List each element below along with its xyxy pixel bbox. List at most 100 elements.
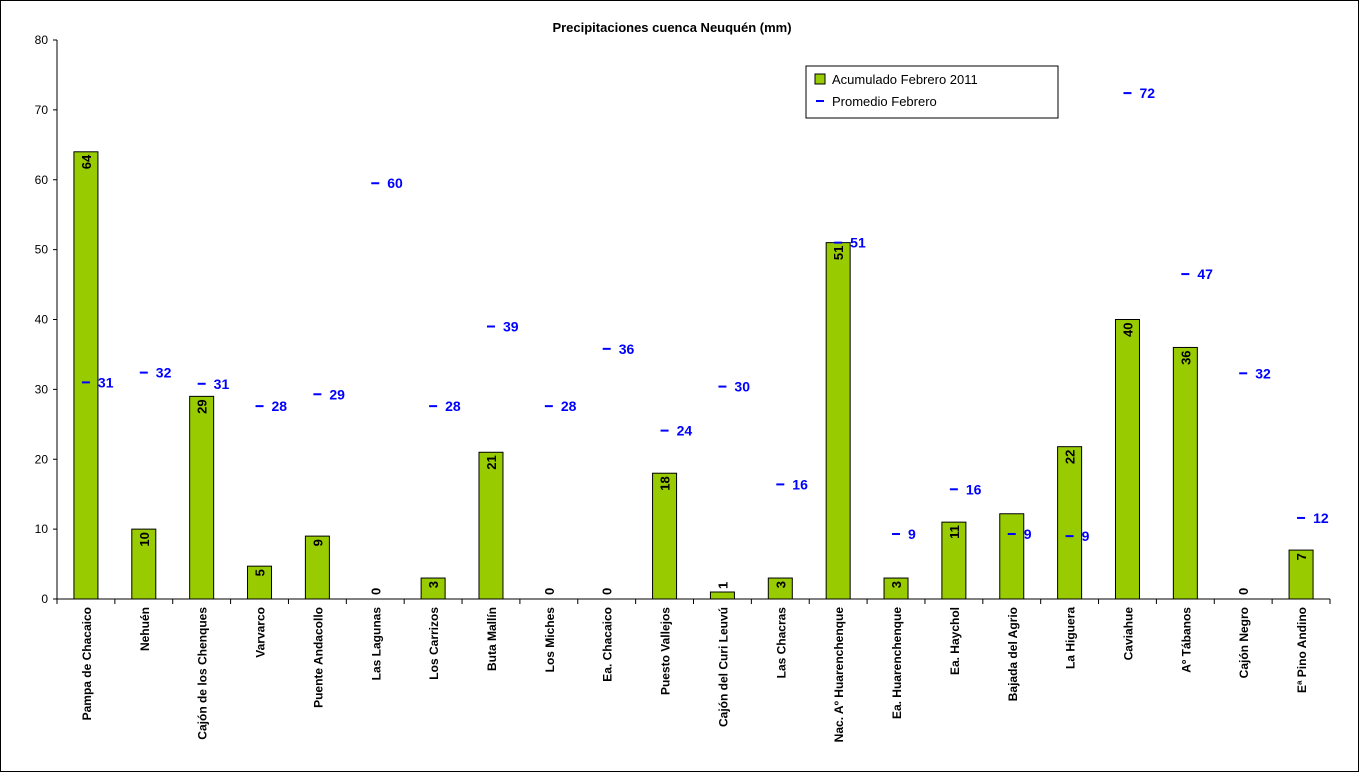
x-tick-label: Aº Tábanos (1179, 607, 1193, 673)
bar-value-label: 9 (310, 539, 325, 546)
average-value-label: 28 (272, 398, 288, 414)
average-value-label: 16 (966, 481, 982, 497)
y-tick-label: 30 (35, 382, 49, 396)
average-value-label: 36 (619, 341, 635, 357)
average-value-label: 29 (329, 386, 345, 402)
bar-value-label: 64 (79, 154, 94, 169)
average-value-label: 32 (1255, 365, 1271, 381)
average-value-label: 16 (792, 476, 808, 492)
y-tick-label: 70 (35, 103, 49, 117)
bar-value-label: 11 (947, 525, 962, 539)
average-value-label: 51 (850, 235, 866, 251)
x-tick-label: Puesto Vallejos (659, 607, 673, 695)
bar (1288, 549, 1314, 600)
bar (189, 395, 215, 600)
x-tick-label: Cajón Negro (1237, 607, 1251, 678)
average-value-label: 60 (387, 175, 403, 191)
average-value-label: 39 (503, 318, 519, 334)
bar-value-label: 51 (831, 246, 846, 260)
bar (1057, 446, 1083, 600)
x-tick-label: Las Lagunas (369, 607, 383, 681)
average-value-label: 30 (734, 379, 750, 395)
x-tick-label: Bajada del Agrio (1006, 607, 1020, 701)
bar-value-label: 10 (137, 532, 152, 546)
y-tick-label: 60 (35, 173, 49, 187)
bar-value-label: 3 (426, 581, 441, 588)
x-tick-label: Puente Andacollo (311, 607, 325, 708)
average-value-label: 9 (1024, 526, 1032, 542)
bar-value-label: 1 (715, 582, 730, 589)
bar (709, 591, 735, 600)
y-tick-label: 0 (41, 592, 48, 606)
x-tick-label: Buta Mallín (485, 607, 499, 671)
bar (1172, 346, 1198, 600)
average-value-label: 9 (908, 526, 916, 542)
bar (247, 565, 273, 600)
bar (478, 451, 504, 600)
x-tick-label: Las Chacras (774, 607, 788, 679)
bar (304, 535, 330, 600)
average-value-label: 72 (1139, 85, 1155, 101)
chart-title: Precipitaciones cuenca Neuquén (mm) (552, 20, 791, 35)
legend-swatch-bar (814, 73, 826, 85)
x-tick-label: Pampa de Chacaico (80, 607, 94, 720)
x-tick-label: Ea. Chacaico (601, 607, 615, 682)
average-value-label: 47 (1197, 266, 1213, 282)
y-tick-label: 50 (35, 243, 49, 257)
x-tick-label: Nehuén (138, 607, 152, 651)
bar (1114, 319, 1140, 600)
average-value-label: 28 (561, 398, 577, 414)
bar-value-label: 0 (368, 588, 383, 595)
bar (767, 577, 793, 600)
x-tick-label: Ea. Haychol (948, 607, 962, 675)
bar-value-label: 21 (484, 455, 499, 469)
average-value-label: 31 (98, 374, 114, 390)
bar (883, 577, 909, 600)
bar-value-label: 0 (1236, 588, 1251, 595)
bar-value-label: 0 (542, 588, 557, 595)
bar-value-label: 3 (773, 581, 788, 588)
x-tick-label: Cajón de los Chenques (196, 607, 210, 740)
bar (825, 242, 851, 600)
y-tick-label: 20 (35, 452, 49, 466)
bar-value-label: 7 (1294, 553, 1309, 560)
average-value-label: 32 (156, 365, 172, 381)
bar-value-label: 29 (195, 399, 210, 413)
chart-legend: Acumulado Febrero 2011 Promedio Febrero (805, 65, 1059, 119)
average-value-label: 9 (1082, 528, 1090, 544)
x-tick-label: Cajón del Curi Leuvú (716, 607, 730, 727)
bar (73, 151, 99, 600)
y-tick-label: 10 (35, 522, 49, 536)
bar (652, 472, 678, 600)
average-value-label: 28 (445, 398, 461, 414)
x-tick-label: La Higuera (1064, 607, 1078, 669)
x-tick-label: Ea. Huarenchenque (890, 607, 904, 719)
bar (131, 528, 157, 600)
legend-label-marker: Promedio Febrero (832, 94, 937, 109)
average-value-label: 24 (677, 423, 693, 439)
bar-value-label: 0 (600, 588, 615, 595)
bar-value-label: 22 (1063, 450, 1078, 464)
bar-value-label: 40 (1120, 323, 1135, 337)
x-tick-label: Los Carrizos (427, 607, 441, 680)
y-tick-label: 40 (35, 313, 49, 327)
average-value-label: 12 (1313, 510, 1329, 526)
x-tick-label: Eª Pino Andino (1295, 607, 1309, 693)
x-tick-label: Los Miches (543, 607, 557, 673)
x-tick-label: Caviahue (1121, 607, 1135, 661)
x-tick-label: Nac. Aº Huarenchenque (832, 607, 846, 743)
bar-value-label: 5 (253, 569, 268, 576)
bar (420, 577, 446, 600)
legend-label-bar: Acumulado Febrero 2011 (832, 72, 978, 87)
bar-value-label: 18 (658, 476, 673, 490)
bar-value-label: 3 (889, 581, 904, 588)
bar-value-label: 36 (1178, 350, 1193, 364)
legend-box (805, 65, 1059, 119)
bar (941, 521, 967, 600)
bar (999, 513, 1025, 600)
average-value-label: 31 (214, 376, 230, 392)
y-tick-label: 80 (35, 33, 49, 47)
